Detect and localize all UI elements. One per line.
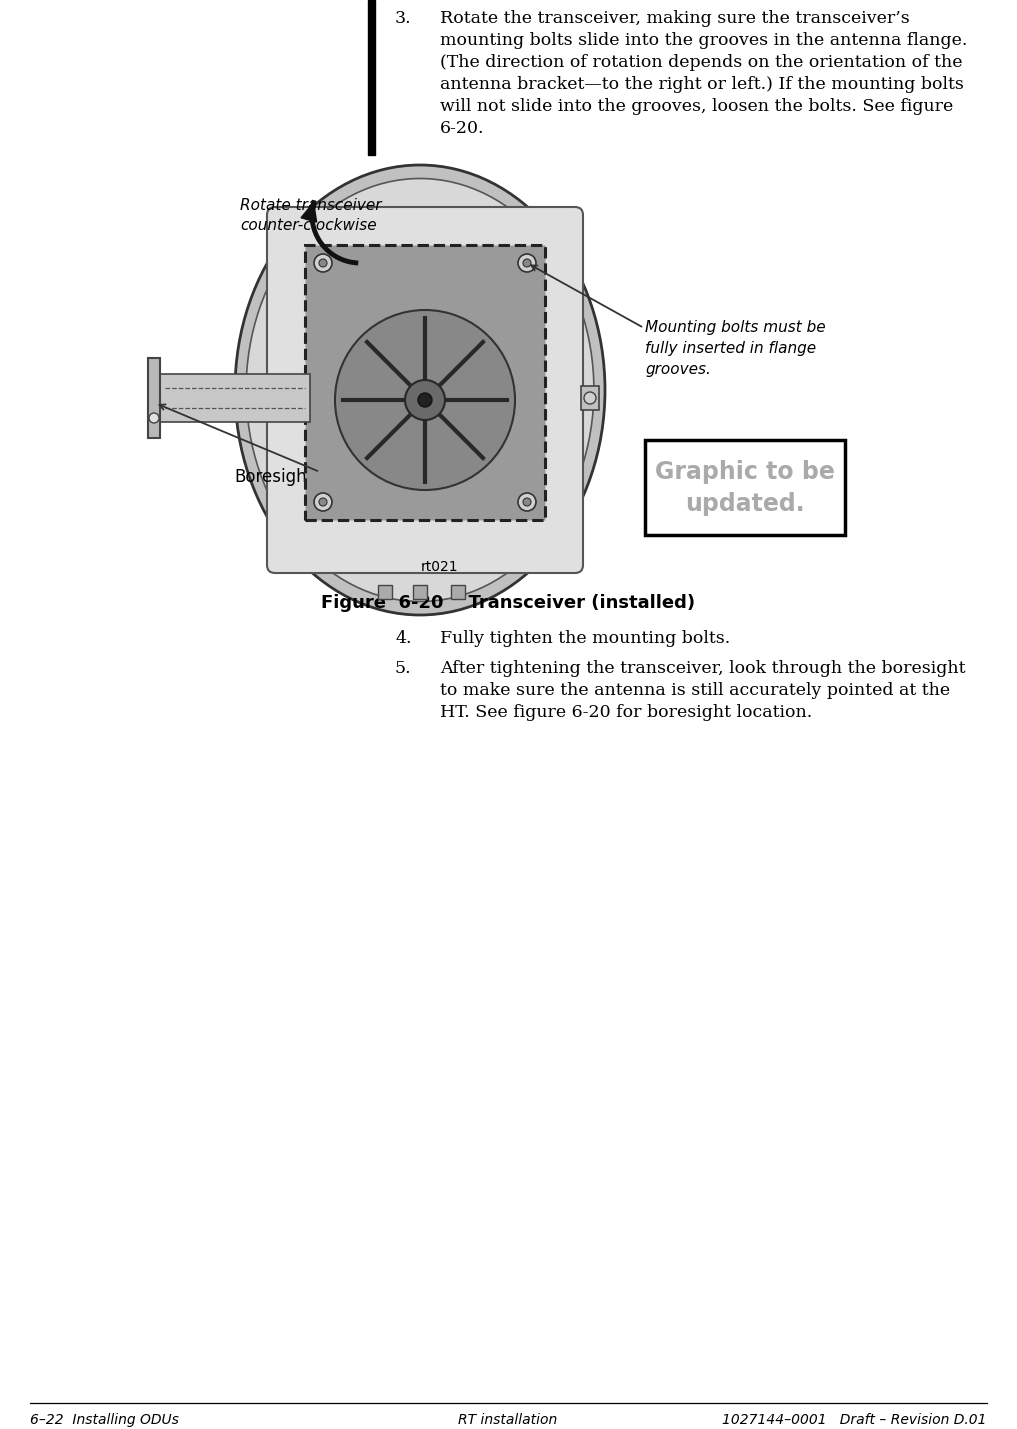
- Text: Rotate transceiver
counter-clockwise: Rotate transceiver counter-clockwise: [240, 199, 381, 233]
- Circle shape: [523, 497, 531, 506]
- Text: 6–22  Installing ODUs: 6–22 Installing ODUs: [29, 1413, 179, 1428]
- Text: Figure  6-20    Transceiver (installed): Figure 6-20 Transceiver (installed): [321, 594, 695, 612]
- Text: Fully tighten the mounting bolts.: Fully tighten the mounting bolts.: [440, 630, 730, 647]
- Bar: [378, 584, 392, 599]
- Text: Rotate the transceiver, making sure the transceiver’s: Rotate the transceiver, making sure the …: [440, 10, 910, 27]
- Text: Mounting bolts must be
fully inserted in flange
grooves.: Mounting bolts must be fully inserted in…: [645, 320, 826, 377]
- Bar: [368, 0, 375, 154]
- Text: Boresight: Boresight: [234, 469, 313, 486]
- Text: mounting bolts slide into the grooves in the antenna flange.: mounting bolts slide into the grooves in…: [440, 31, 967, 49]
- Polygon shape: [301, 203, 316, 221]
- Ellipse shape: [235, 164, 605, 614]
- Circle shape: [405, 380, 445, 420]
- Bar: [160, 374, 310, 422]
- Ellipse shape: [246, 179, 594, 602]
- Circle shape: [584, 392, 596, 404]
- Bar: [413, 584, 427, 599]
- FancyBboxPatch shape: [267, 207, 583, 573]
- Circle shape: [518, 254, 536, 272]
- Circle shape: [314, 493, 332, 512]
- Text: will not slide into the grooves, loosen the bolts. See figure: will not slide into the grooves, loosen …: [440, 99, 953, 114]
- Circle shape: [335, 310, 515, 490]
- Bar: [451, 584, 465, 599]
- Circle shape: [518, 493, 536, 512]
- Text: (The direction of rotation depends on the orientation of the: (The direction of rotation depends on th…: [440, 54, 962, 71]
- Bar: [148, 359, 160, 439]
- Bar: [581, 386, 599, 410]
- Text: 5.: 5.: [395, 660, 412, 677]
- Text: 4.: 4.: [395, 630, 412, 647]
- Text: After tightening the transceiver, look through the boresight: After tightening the transceiver, look t…: [440, 660, 965, 677]
- Circle shape: [523, 259, 531, 267]
- Text: RT installation: RT installation: [459, 1413, 557, 1428]
- Text: Graphic to be
updated.: Graphic to be updated.: [655, 460, 835, 516]
- Text: antenna bracket—to the right or left.) If the mounting bolts: antenna bracket—to the right or left.) I…: [440, 76, 964, 93]
- Circle shape: [149, 413, 159, 423]
- Text: HT. See figure 6-20 for boresight location.: HT. See figure 6-20 for boresight locati…: [440, 704, 813, 722]
- Bar: [645, 440, 845, 534]
- Text: rt021: rt021: [421, 560, 459, 574]
- Text: 3.: 3.: [395, 10, 412, 27]
- Circle shape: [319, 497, 327, 506]
- Text: 6-20.: 6-20.: [440, 120, 484, 137]
- Text: to make sure the antenna is still accurately pointed at the: to make sure the antenna is still accura…: [440, 682, 950, 699]
- Circle shape: [418, 393, 432, 407]
- Text: 1027144–0001   Draft – Revision D.01: 1027144–0001 Draft – Revision D.01: [722, 1413, 988, 1428]
- Circle shape: [314, 254, 332, 272]
- Circle shape: [319, 259, 327, 267]
- Bar: [305, 244, 545, 520]
